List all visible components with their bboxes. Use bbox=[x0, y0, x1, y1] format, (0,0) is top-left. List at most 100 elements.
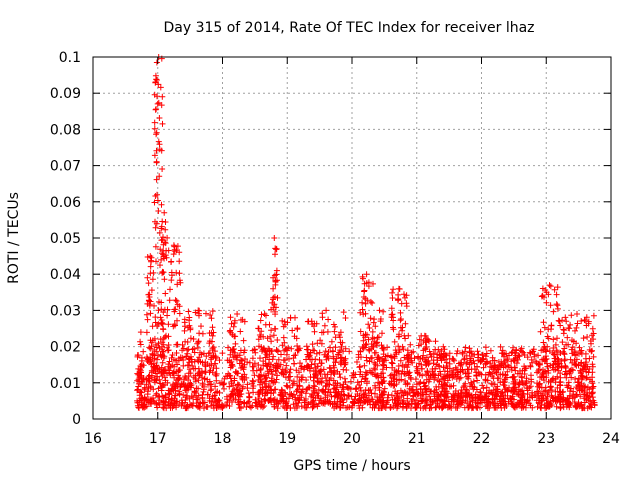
data-point bbox=[249, 377, 256, 384]
data-point bbox=[404, 391, 411, 398]
data-point bbox=[586, 366, 593, 372]
data-point bbox=[448, 383, 455, 390]
data-point bbox=[138, 354, 145, 361]
data-point bbox=[152, 392, 159, 399]
data-point bbox=[144, 274, 151, 281]
y-tick-label: 0.03 bbox=[50, 303, 81, 319]
data-point bbox=[379, 330, 385, 337]
data-point bbox=[541, 324, 548, 331]
data-point bbox=[159, 120, 166, 127]
data-point bbox=[417, 385, 424, 392]
data-point bbox=[343, 396, 350, 402]
data-point bbox=[137, 389, 144, 396]
data-point bbox=[263, 378, 269, 385]
data-point bbox=[465, 391, 472, 398]
data-point bbox=[427, 401, 434, 408]
data-point bbox=[559, 399, 566, 405]
data-point bbox=[535, 352, 542, 359]
data-point bbox=[399, 368, 406, 375]
data-point bbox=[440, 354, 447, 361]
data-point bbox=[446, 404, 453, 411]
data-point bbox=[137, 338, 144, 345]
data-point bbox=[580, 335, 587, 342]
data-point bbox=[354, 359, 360, 365]
data-point bbox=[173, 368, 180, 375]
data-point bbox=[229, 391, 236, 398]
data-point bbox=[166, 358, 173, 365]
data-point bbox=[393, 393, 400, 399]
data-point bbox=[484, 393, 490, 400]
data-point bbox=[384, 344, 391, 351]
x-tick-label: 21 bbox=[408, 431, 426, 447]
data-point bbox=[520, 404, 527, 411]
data-point bbox=[227, 364, 234, 371]
data-point bbox=[336, 371, 343, 377]
data-point bbox=[238, 365, 244, 371]
data-point bbox=[512, 367, 519, 374]
data-point bbox=[405, 351, 412, 358]
data-point bbox=[240, 399, 247, 406]
data-point bbox=[165, 342, 172, 348]
data-point bbox=[158, 201, 165, 208]
data-point bbox=[323, 307, 330, 314]
data-point bbox=[327, 400, 334, 407]
data-point bbox=[180, 362, 187, 369]
data-point bbox=[199, 380, 206, 387]
data-point bbox=[237, 357, 244, 364]
data-point bbox=[178, 380, 185, 387]
data-point bbox=[563, 374, 570, 381]
data-point bbox=[162, 226, 169, 233]
data-point bbox=[330, 377, 337, 384]
data-point bbox=[557, 382, 564, 389]
data-point bbox=[378, 342, 385, 349]
data-point bbox=[156, 376, 163, 383]
data-point bbox=[353, 386, 360, 392]
data-point bbox=[589, 369, 596, 376]
data-point bbox=[482, 344, 489, 351]
data-point bbox=[398, 300, 405, 307]
data-point bbox=[576, 344, 583, 351]
data-point bbox=[296, 369, 302, 376]
data-point bbox=[176, 310, 183, 317]
data-point bbox=[482, 377, 489, 384]
data-point bbox=[425, 372, 432, 379]
data-point bbox=[432, 365, 439, 372]
data-point bbox=[561, 345, 568, 352]
data-point bbox=[275, 356, 282, 363]
data-point bbox=[544, 343, 551, 350]
data-point bbox=[158, 317, 165, 323]
data-point bbox=[388, 392, 395, 399]
data-point bbox=[173, 350, 180, 356]
data-point bbox=[155, 340, 162, 347]
data-point bbox=[582, 317, 589, 324]
data-point bbox=[231, 349, 238, 356]
data-point bbox=[547, 302, 554, 309]
data-point bbox=[589, 378, 595, 385]
data-point bbox=[381, 385, 388, 392]
data-point bbox=[568, 312, 575, 319]
data-point bbox=[334, 380, 341, 387]
data-point bbox=[371, 316, 378, 323]
data-point bbox=[172, 297, 179, 304]
data-point bbox=[413, 381, 420, 388]
data-point bbox=[405, 370, 412, 377]
data-point bbox=[293, 335, 300, 342]
data-point bbox=[235, 396, 242, 403]
data-point bbox=[145, 291, 152, 298]
data-point bbox=[475, 395, 482, 402]
data-point bbox=[560, 330, 567, 337]
data-point bbox=[162, 240, 169, 247]
data-point bbox=[577, 393, 584, 400]
data-point bbox=[380, 351, 387, 358]
data-point bbox=[462, 370, 469, 377]
data-point bbox=[466, 361, 473, 368]
data-point bbox=[497, 343, 504, 350]
data-point bbox=[440, 364, 447, 371]
data-point bbox=[374, 372, 381, 379]
data-point bbox=[209, 369, 216, 376]
data-point bbox=[274, 397, 281, 404]
data-point bbox=[174, 243, 181, 250]
data-point bbox=[333, 403, 340, 410]
data-point bbox=[154, 197, 161, 204]
data-point bbox=[145, 280, 152, 287]
